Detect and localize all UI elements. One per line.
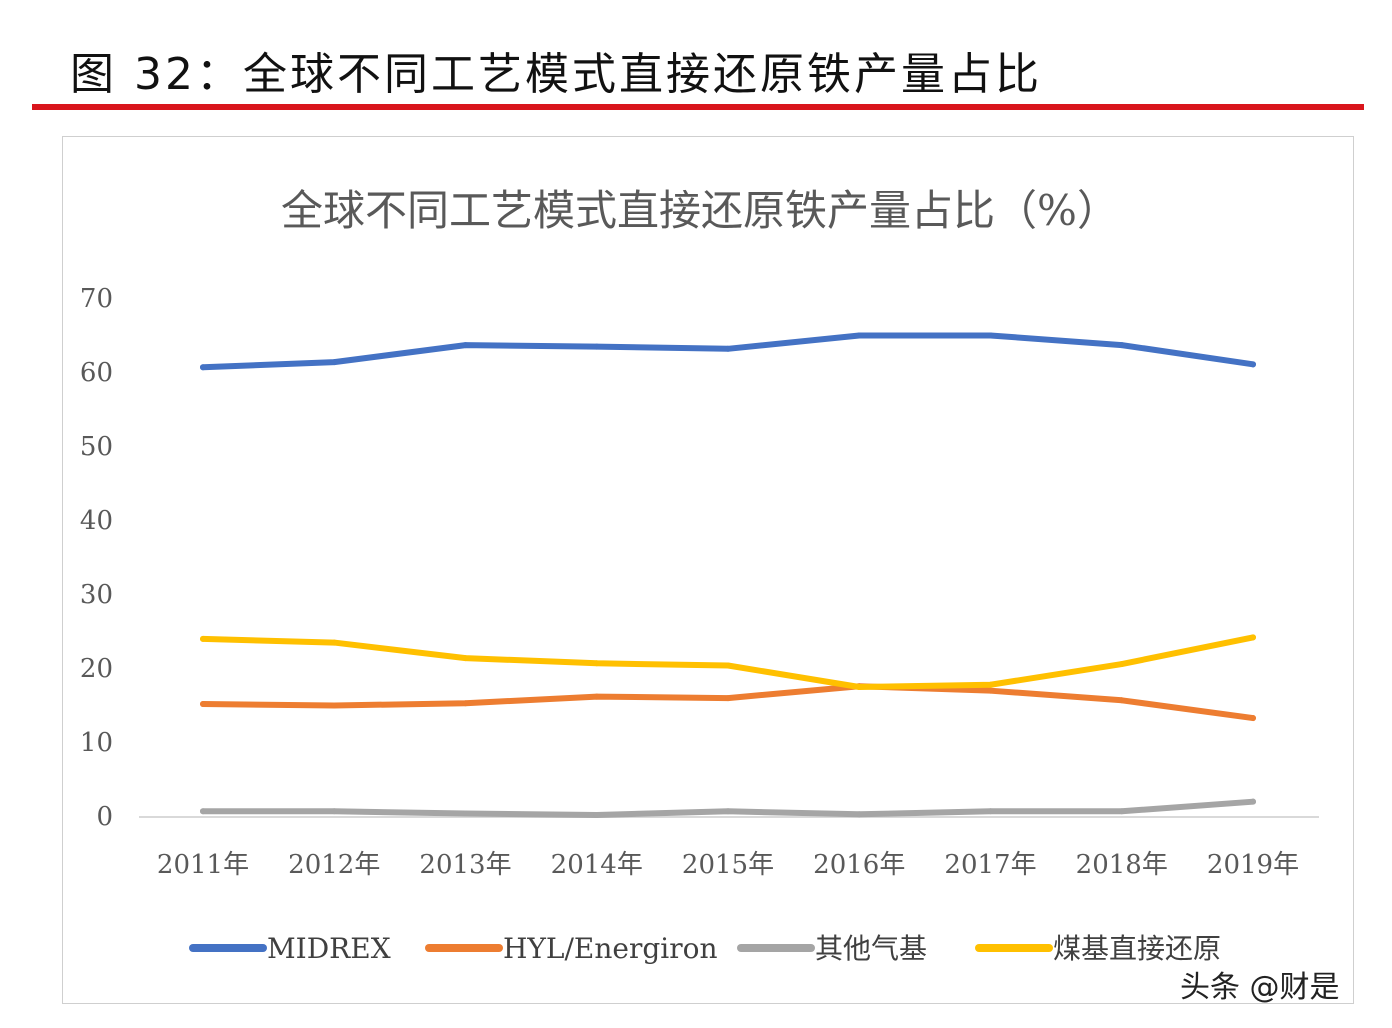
x-tick-label: 2017年: [944, 850, 1036, 880]
data-point: [856, 683, 863, 690]
x-tick-label: 2018年: [1076, 850, 1168, 880]
data-point: [1250, 361, 1256, 368]
data-point: [856, 332, 863, 339]
series-line: [200, 634, 1256, 690]
data-point: [331, 359, 338, 366]
data-point: [462, 342, 469, 349]
data-point: [331, 702, 338, 709]
y-tick-label: 30: [80, 580, 113, 610]
legend: MIDREX HYL/Energiron 其他气基 煤基直接还原: [189, 932, 1221, 965]
legend-label: MIDREX: [267, 932, 391, 965]
data-point: [593, 693, 600, 700]
x-tick-label: 2013年: [419, 850, 511, 880]
legend-label: 煤基直接还原: [1053, 932, 1221, 965]
legend-label: 其他气基: [815, 932, 927, 965]
data-point: [200, 701, 206, 707]
data-point: [200, 808, 206, 815]
data-point: [725, 695, 731, 702]
series-line: [200, 683, 1256, 722]
data-point: [1250, 634, 1256, 641]
data-point: [462, 700, 469, 707]
data-point: [725, 345, 731, 352]
chart-frame: 全球不同工艺模式直接还原铁产量占比（%） 0 10 20 30 40 50 60 70 201…: [62, 136, 1354, 1004]
y-tick-label: 50: [80, 432, 113, 462]
data-point: [725, 808, 731, 815]
data-point: [200, 364, 206, 371]
data-point: [987, 332, 994, 339]
legend-label: HYL/Energiron: [503, 932, 718, 965]
y-tick-label: 40: [80, 506, 113, 536]
data-point: [987, 681, 994, 688]
x-tick-label: 2019年: [1207, 850, 1299, 880]
y-tick-label: 20: [80, 654, 113, 684]
y-axis-tick-labels: 0 10 20 30 40 50 60 70: [80, 284, 113, 832]
line-chart: 全球不同工艺模式直接还原铁产量占比（%） 0 10 20 30 40 50 60 70 201…: [80, 186, 1319, 965]
chart-title: 全球不同工艺模式直接还原铁产量占比（%）: [281, 186, 1119, 235]
data-point: [1250, 798, 1256, 805]
data-point: [725, 662, 731, 669]
data-point: [331, 639, 338, 646]
data-point: [856, 811, 863, 818]
data-point: [462, 810, 469, 817]
series-lines: [200, 332, 1256, 818]
data-point: [1118, 661, 1125, 668]
data-point: [987, 687, 994, 694]
watermark: 头条 @财是: [1180, 970, 1340, 1005]
x-axis-tick-labels: 2011年 2012年 2013年 2014年 2015年 2016年 2017年 2018年…: [157, 850, 1299, 880]
data-point: [987, 808, 994, 815]
y-tick-label: 10: [80, 728, 113, 758]
data-point: [200, 635, 206, 642]
data-point: [1118, 808, 1125, 815]
x-tick-label: 2015年: [682, 850, 774, 880]
y-tick-label: 60: [80, 358, 113, 388]
data-point: [593, 343, 600, 350]
x-tick-label: 2011年: [157, 850, 249, 880]
x-tick-label: 2012年: [288, 850, 380, 880]
figure-title: 图 32：全球不同工艺模式直接还原铁产量占比: [70, 49, 1042, 100]
y-tick-label: 70: [80, 284, 113, 314]
y-tick-label: 0: [96, 802, 113, 832]
data-point: [593, 812, 600, 818]
data-point: [331, 808, 338, 815]
data-point: [593, 660, 600, 667]
data-point: [1250, 715, 1256, 722]
title-divider: [32, 104, 1364, 110]
x-tick-label: 2016年: [813, 850, 905, 880]
x-tick-label: 2014年: [551, 850, 643, 880]
data-point: [1118, 342, 1125, 349]
data-point: [1118, 697, 1125, 704]
data-point: [462, 655, 469, 662]
